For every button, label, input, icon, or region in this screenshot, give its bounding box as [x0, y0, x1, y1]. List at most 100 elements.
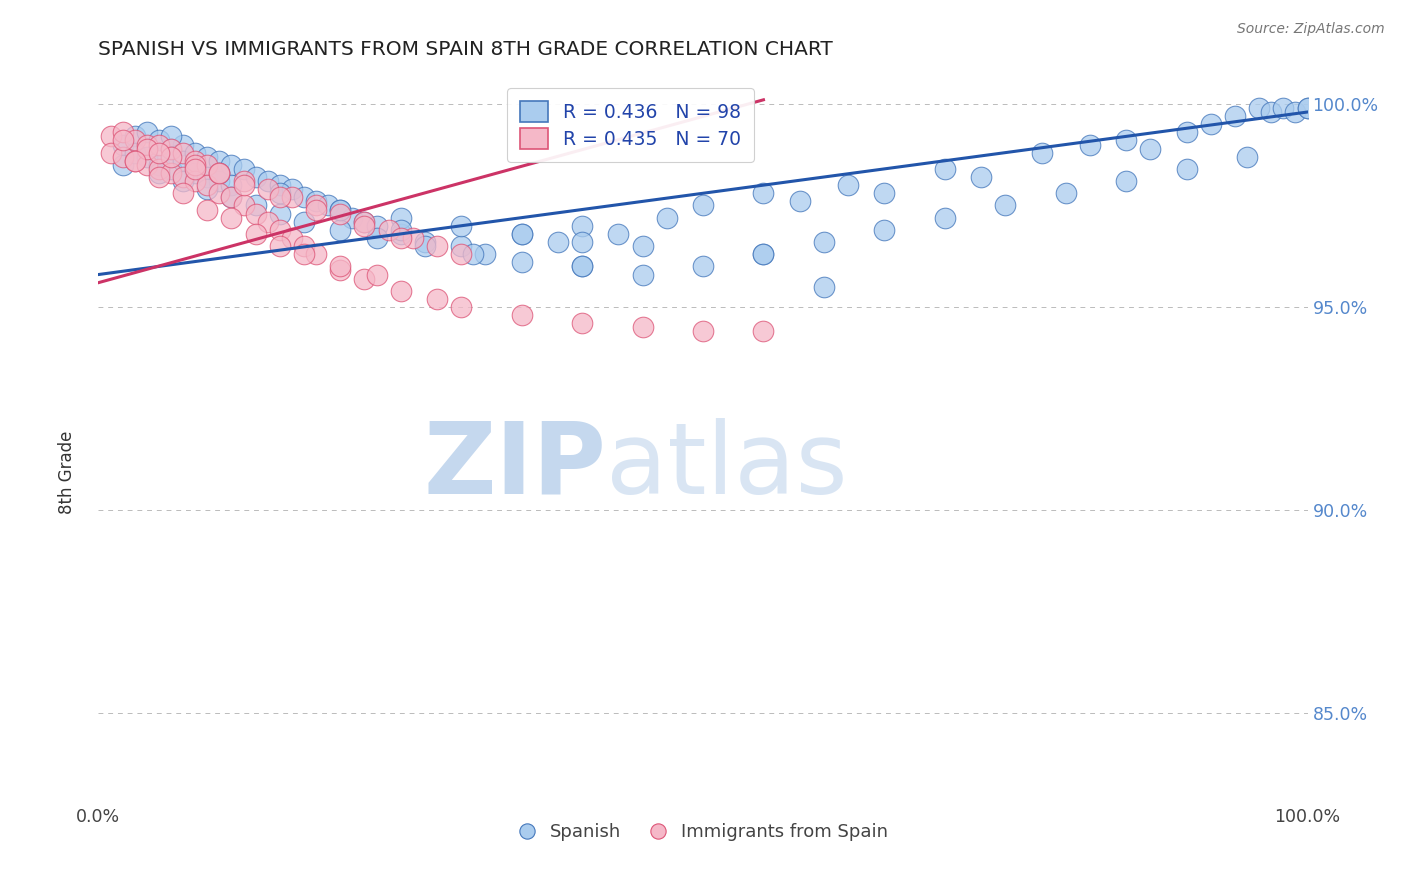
Point — [269, 206, 291, 220]
Point — [111, 137, 134, 152]
Point — [245, 198, 267, 212]
Point — [184, 158, 207, 172]
Point — [232, 161, 254, 176]
Point — [752, 325, 775, 339]
Point — [752, 247, 775, 261]
Point — [148, 161, 170, 176]
Point — [1054, 186, 1077, 201]
Legend: Spanish, Immigrants from Spain: Spanish, Immigrants from Spain — [510, 816, 896, 848]
Point — [221, 190, 243, 204]
Point — [413, 239, 436, 253]
Point — [172, 153, 194, 168]
Point — [389, 231, 412, 245]
Point — [172, 174, 194, 188]
Point — [510, 227, 533, 241]
Point — [135, 137, 157, 152]
Point — [160, 142, 183, 156]
Point — [195, 182, 218, 196]
Point — [1199, 117, 1222, 131]
Point — [389, 227, 412, 241]
Point — [934, 161, 956, 176]
Point — [195, 202, 218, 217]
Point — [124, 153, 146, 168]
Point — [124, 145, 146, 160]
Point — [148, 137, 170, 152]
Point — [571, 219, 593, 233]
Point — [292, 190, 315, 204]
Point — [353, 271, 375, 285]
Point — [692, 198, 714, 212]
Point — [208, 174, 231, 188]
Point — [366, 268, 388, 282]
Point — [281, 190, 304, 204]
Point — [160, 150, 183, 164]
Point — [342, 211, 364, 225]
Point — [160, 142, 183, 156]
Point — [353, 215, 375, 229]
Point — [221, 211, 243, 225]
Point — [160, 166, 183, 180]
Point — [148, 145, 170, 160]
Point — [402, 231, 425, 245]
Point — [148, 158, 170, 172]
Point — [292, 215, 315, 229]
Point — [934, 211, 956, 225]
Point — [160, 129, 183, 144]
Point — [631, 320, 654, 334]
Point — [1175, 125, 1198, 139]
Point — [510, 255, 533, 269]
Point — [789, 194, 811, 209]
Point — [1296, 101, 1319, 115]
Point — [305, 194, 328, 209]
Point — [329, 263, 352, 277]
Point — [172, 186, 194, 201]
Point — [970, 169, 993, 184]
Point — [305, 202, 328, 217]
Point — [329, 202, 352, 217]
Point — [329, 202, 352, 217]
Text: atlas: atlas — [606, 417, 848, 515]
Point — [353, 219, 375, 233]
Point — [111, 125, 134, 139]
Point — [450, 219, 472, 233]
Point — [292, 247, 315, 261]
Point — [426, 239, 449, 253]
Point — [305, 247, 328, 261]
Point — [631, 239, 654, 253]
Point — [389, 223, 412, 237]
Point — [1115, 133, 1137, 147]
Point — [1175, 161, 1198, 176]
Point — [208, 166, 231, 180]
Text: SPANISH VS IMMIGRANTS FROM SPAIN 8TH GRADE CORRELATION CHART: SPANISH VS IMMIGRANTS FROM SPAIN 8TH GRA… — [98, 40, 834, 59]
Point — [221, 190, 243, 204]
Point — [184, 145, 207, 160]
Point — [316, 198, 339, 212]
Point — [232, 198, 254, 212]
Point — [752, 186, 775, 201]
Point — [195, 169, 218, 184]
Point — [1260, 105, 1282, 120]
Point — [232, 174, 254, 188]
Point — [269, 178, 291, 193]
Point — [184, 153, 207, 168]
Point — [135, 125, 157, 139]
Point — [269, 239, 291, 253]
Point — [135, 142, 157, 156]
Point — [389, 211, 412, 225]
Point — [135, 158, 157, 172]
Point — [474, 247, 496, 261]
Point — [1249, 101, 1271, 115]
Point — [1296, 101, 1319, 115]
Point — [256, 215, 278, 229]
Point — [124, 129, 146, 144]
Point — [571, 235, 593, 249]
Point — [245, 227, 267, 241]
Point — [245, 169, 267, 184]
Point — [510, 308, 533, 322]
Point — [607, 227, 630, 241]
Point — [426, 292, 449, 306]
Point — [837, 178, 859, 193]
Point — [184, 174, 207, 188]
Point — [377, 223, 399, 237]
Point — [329, 206, 352, 220]
